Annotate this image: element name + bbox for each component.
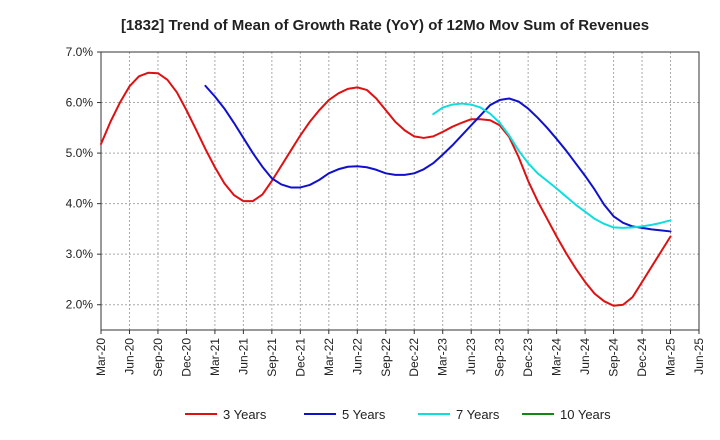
x-tick-label: Sep-22: [379, 338, 393, 377]
x-tick-label: Dec-20: [179, 338, 193, 377]
series-lines: [100, 71, 672, 307]
series-line-3-years: [100, 71, 672, 307]
x-tick-label: Jun-21: [236, 338, 250, 375]
x-tick-label: Jun-25: [692, 338, 706, 375]
series-line-7-years: [432, 102, 672, 229]
x-tick-label: Mar-20: [94, 338, 108, 376]
x-tick-label: Dec-23: [521, 338, 535, 377]
x-tick-label: Mar-22: [322, 338, 336, 376]
legend-label: 5 Years: [342, 407, 386, 422]
legend-label: 7 Years: [456, 407, 500, 422]
x-tick-label: Sep-24: [607, 338, 621, 377]
x-tick-label: Dec-24: [635, 338, 649, 377]
x-tick-label: Jun-23: [464, 338, 478, 375]
x-tick-label: Jun-24: [578, 338, 592, 375]
x-tick-label: Sep-23: [493, 338, 507, 377]
x-axis: Mar-20 Jun-20 Sep-20 Dec-20 Mar-21 Jun-21 Sep-…: [94, 330, 706, 377]
y-tick-label: 2.0%: [66, 298, 94, 312]
x-tick-label: Mar-21: [208, 338, 222, 376]
x-tick-label: Mar-23: [436, 338, 450, 376]
y-tick-label: 4.0%: [66, 197, 94, 211]
x-tick-label: Jun-20: [122, 338, 136, 375]
x-tick-label: Sep-20: [151, 338, 165, 377]
y-tick-label: 3.0%: [66, 247, 94, 261]
plot-area: [100, 51, 700, 331]
x-tick-label: Mar-25: [664, 338, 678, 376]
series-line-5-years: [204, 84, 672, 233]
y-tick-label: 7.0%: [66, 45, 94, 59]
legend-label: 3 Years: [223, 407, 267, 422]
x-tick-label: Mar-24: [550, 338, 564, 376]
legend: 3 Years 5 Years 7 Years 10 Years: [185, 407, 611, 422]
x-tick-label: Dec-22: [407, 338, 421, 377]
x-tick-label: Jun-22: [350, 338, 364, 375]
y-tick-label: 6.0%: [66, 96, 94, 110]
y-axis: 2.0% 3.0% 4.0% 5.0% 6.0% 7.0%: [66, 45, 101, 312]
chart-title: [1832] Trend of Mean of Growth Rate (YoY…: [121, 17, 649, 34]
grid-lines: [101, 51, 699, 330]
x-tick-label: Sep-21: [265, 338, 279, 377]
legend-label: 10 Years: [560, 407, 611, 422]
x-tick-label: Dec-21: [293, 338, 307, 377]
y-tick-label: 5.0%: [66, 146, 94, 160]
